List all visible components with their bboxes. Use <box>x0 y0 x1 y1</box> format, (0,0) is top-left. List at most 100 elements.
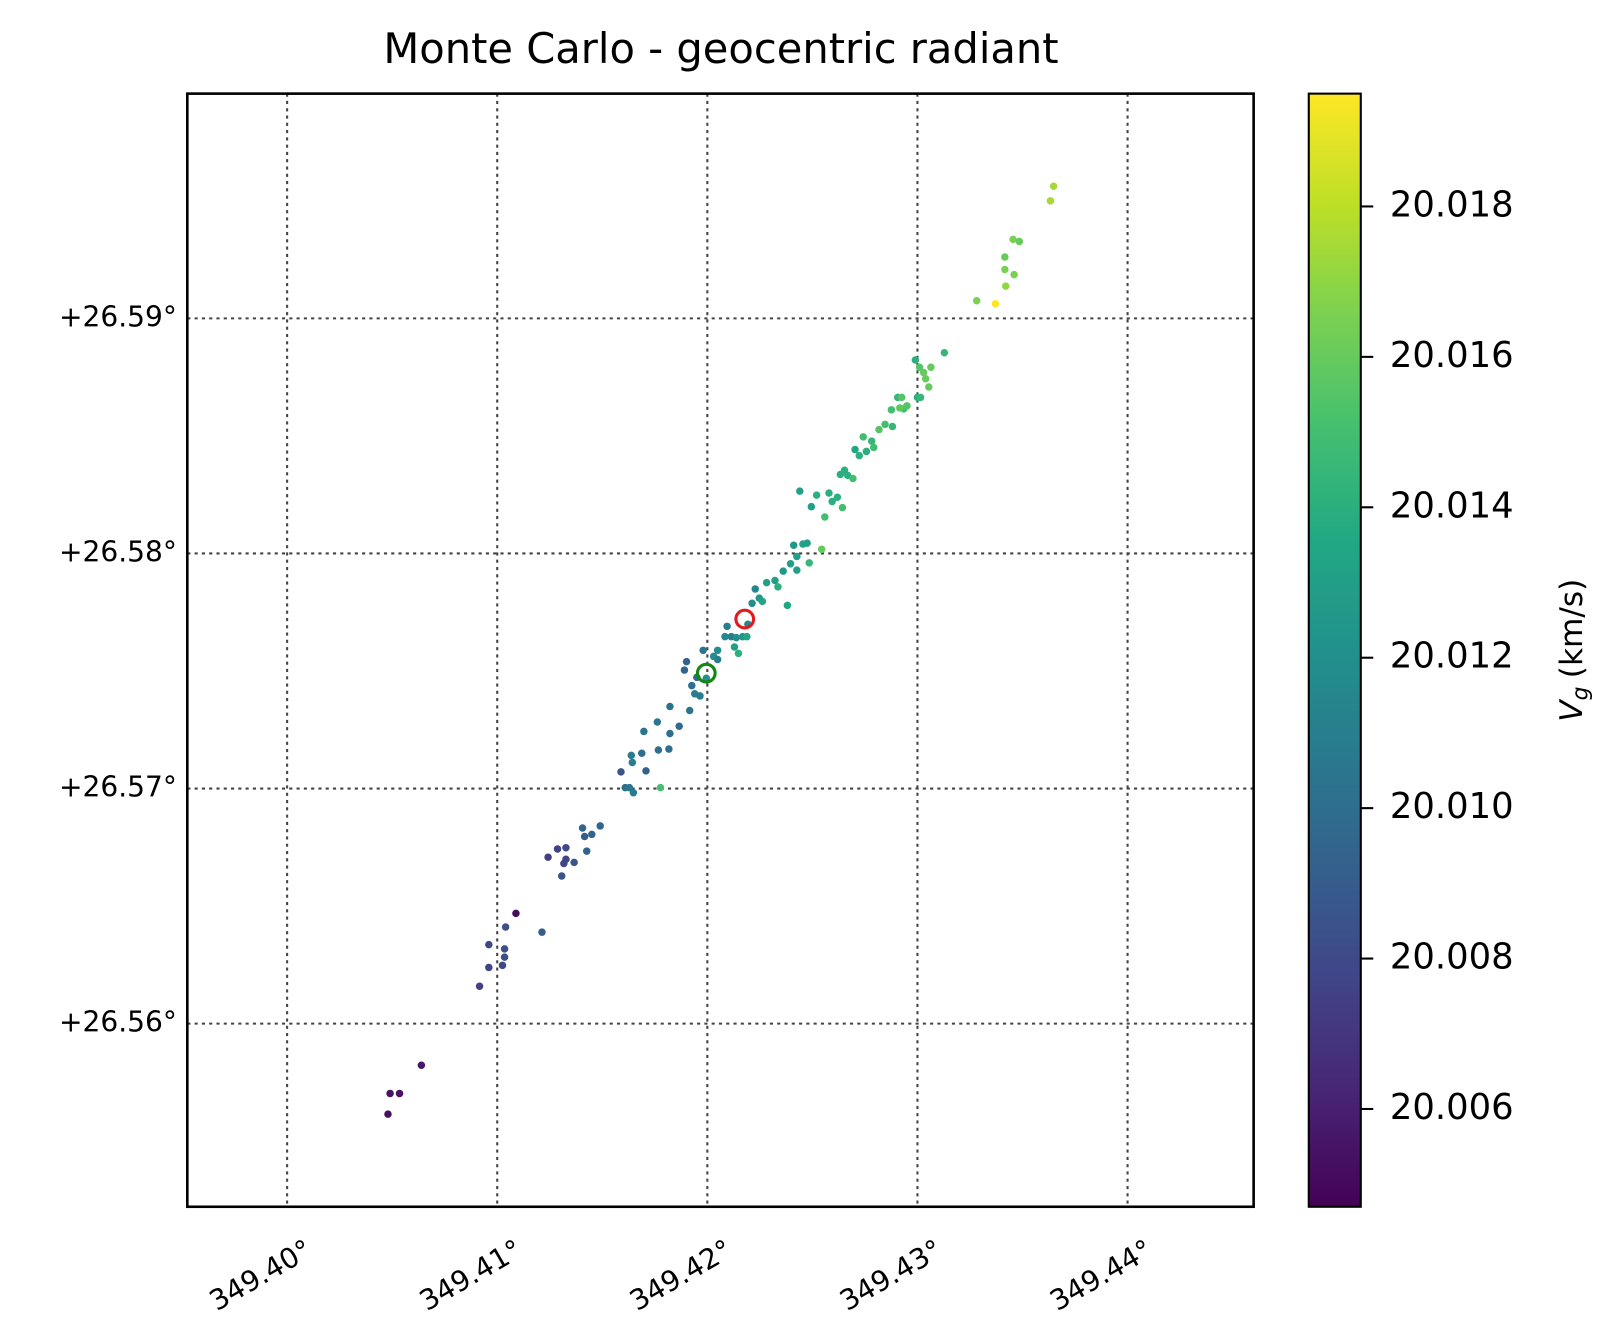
scatter-point <box>875 425 883 434</box>
scatter-point <box>723 622 731 631</box>
scatter-point <box>881 420 889 429</box>
scatter-point <box>1001 282 1010 290</box>
scatter-point <box>501 923 510 931</box>
x-tick-label: 349.41° <box>414 1233 528 1318</box>
scatter-point <box>538 928 546 936</box>
scatter-point <box>1001 265 1009 274</box>
scatter-point <box>582 847 591 855</box>
scatter-point <box>588 830 596 839</box>
scatter-point <box>870 443 878 452</box>
scatter-point <box>638 749 646 758</box>
scatter-point <box>713 655 722 664</box>
scatter-point <box>417 1061 426 1069</box>
scatter-point <box>713 646 722 655</box>
scatter-point <box>562 855 570 864</box>
scatter-point <box>758 597 767 606</box>
scatter-point <box>665 745 673 753</box>
scatter-point <box>625 783 634 792</box>
scatter-point <box>821 513 829 521</box>
y-tick-label: +26.56° <box>59 1006 177 1039</box>
scatter-point <box>743 632 751 641</box>
scatter-point <box>475 982 484 990</box>
colorbar-unit: (km/s) <box>1554 579 1590 679</box>
scatter-point <box>774 583 782 591</box>
colorbar-tick-label: 20.014 <box>1390 485 1514 526</box>
scatter-point <box>796 487 804 495</box>
scatter-point <box>685 706 694 715</box>
colorbar-tick-label: 20.012 <box>1390 636 1514 677</box>
scatter-point <box>991 300 1000 308</box>
scatter-point <box>925 383 933 391</box>
scatter-point <box>851 445 859 454</box>
colorbar-tick-label: 20.018 <box>1390 184 1514 225</box>
colorbar-tick-label: 20.016 <box>1390 335 1514 376</box>
scatter-point <box>825 489 833 497</box>
scatter-point <box>915 363 924 372</box>
scatter-point <box>805 559 813 567</box>
scatter-point <box>562 844 570 852</box>
colorbar <box>1307 92 1362 1208</box>
scatter-point <box>734 649 743 658</box>
chart-title: Monte Carlo - geocentric radiant <box>383 24 1058 73</box>
scatter-point <box>748 599 756 608</box>
scatter-point <box>828 497 836 506</box>
scatter-point <box>596 822 604 830</box>
scatter-point <box>812 491 821 499</box>
scatter-point <box>838 503 847 512</box>
scatter-point <box>617 768 625 776</box>
scatter-point <box>786 560 795 568</box>
scatter-point <box>803 539 811 547</box>
scatter-point <box>807 502 816 511</box>
scatter-point <box>817 545 826 553</box>
scatter-point <box>553 845 562 853</box>
scatter-point <box>699 646 707 655</box>
scatter-point <box>789 541 798 549</box>
scatter-point <box>916 393 925 402</box>
colorbar-tick-label: 20.010 <box>1390 786 1514 827</box>
y-tick-label: +26.57° <box>59 771 177 804</box>
x-tick-label: 349.44° <box>1044 1233 1158 1318</box>
y-tick-label: +26.58° <box>59 535 177 568</box>
scatter-point <box>779 567 787 575</box>
scatter-point <box>919 368 928 377</box>
scatter-point <box>721 632 729 641</box>
scatter-point <box>682 657 691 666</box>
scatter-point <box>628 758 637 767</box>
colorbar-tick-label: 20.006 <box>1390 1087 1514 1128</box>
scatter-point <box>1049 182 1058 190</box>
scatter-point <box>680 666 689 674</box>
scatter-point <box>654 746 663 754</box>
scatter-point <box>656 783 665 792</box>
scatter-point <box>384 1110 392 1118</box>
scatter-point <box>1009 235 1017 244</box>
scatter-point <box>927 363 935 372</box>
scatter-point <box>972 296 981 305</box>
scatter-point <box>642 767 650 775</box>
scatter-point <box>696 692 704 700</box>
scatter-point <box>730 643 739 651</box>
scatter-point <box>771 576 779 585</box>
scatter-point <box>498 961 507 970</box>
scatter-point <box>940 348 949 357</box>
scatter-point <box>688 681 696 690</box>
scatter-point <box>888 422 897 431</box>
scatter-point <box>855 451 863 460</box>
scatter-point <box>578 824 587 832</box>
scatter-point <box>849 474 857 483</box>
y-tick-label: +26.59° <box>59 300 177 333</box>
scatter-point <box>897 393 906 402</box>
scatter-point <box>675 722 683 730</box>
colorbar-symbol: V <box>1554 698 1590 722</box>
colorbar-tick-label: 20.008 <box>1390 937 1514 978</box>
scatter-point <box>903 402 911 410</box>
colorbar-subscript: g <box>1568 686 1593 700</box>
scatter-point <box>653 718 662 726</box>
scatter-point <box>762 578 771 587</box>
scatter-point <box>557 872 566 880</box>
scatter-point <box>793 552 801 561</box>
scatter-point <box>911 356 920 364</box>
scatter-point <box>702 674 711 683</box>
scatter-point <box>751 585 759 593</box>
scatter-point <box>1010 270 1018 279</box>
scatter-point <box>887 406 896 414</box>
